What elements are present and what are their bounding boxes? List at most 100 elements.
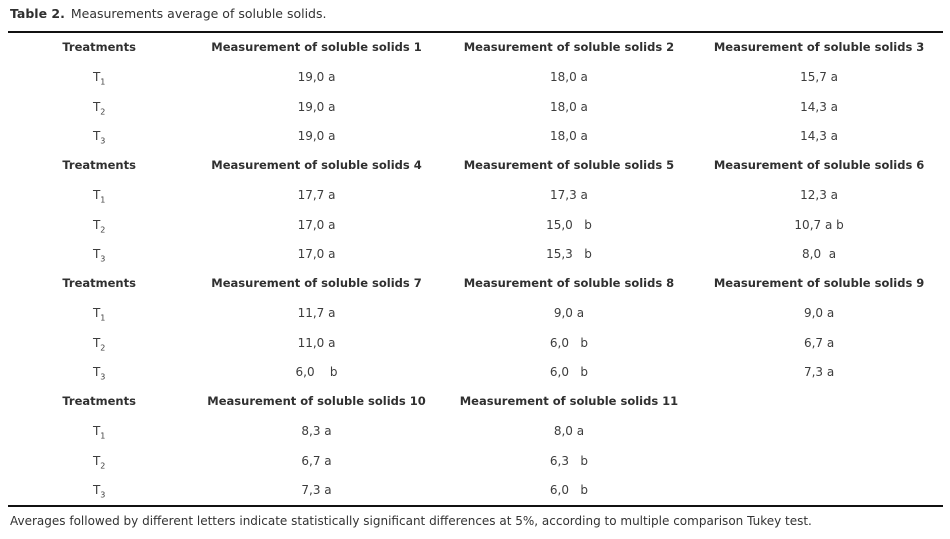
treatments-header: Treatments xyxy=(62,40,136,54)
treatment-subscript: 1 xyxy=(100,77,106,87)
treatment-label: T xyxy=(92,424,101,439)
block2-header-row: Treatments Measurement of soluble solids… xyxy=(8,151,943,181)
value-cell: 6,3 b xyxy=(549,453,589,468)
value-cell: 14,3 a xyxy=(800,99,839,114)
value-cell: 6,7 a xyxy=(803,335,835,350)
value-cell: 19,0 a xyxy=(297,70,336,85)
value-cell: 9,0 a xyxy=(803,306,835,321)
table-caption: Table 2. Measurements average of soluble … xyxy=(10,6,326,21)
table-caption-text: Measurements average of soluble solids. xyxy=(70,6,327,21)
treatment-cell: T1 xyxy=(8,417,190,447)
table-footnote: Averages followed by different letters i… xyxy=(10,514,812,528)
treatment-subscript: 2 xyxy=(100,107,106,117)
measurement-7-header: Measurement of soluble solids 7 xyxy=(211,276,422,290)
value-cell: 15,3 b xyxy=(546,247,592,262)
table-row: T3 7,3 a 6,0 b xyxy=(8,476,943,506)
value-cell: 6,0 b xyxy=(549,335,589,350)
treatment-label: T xyxy=(92,217,101,232)
measurements-table: Treatments Measurement of soluble solids… xyxy=(8,33,943,505)
value-cell: 17,7 a xyxy=(297,188,336,203)
measurement-6-header: Measurement of soluble solids 6 xyxy=(713,158,925,172)
value-cell: 12,3 a xyxy=(800,188,839,203)
table-row: T2 17,0 a 15,0 b 10,7 a b xyxy=(8,210,943,240)
treatment-subscript: 3 xyxy=(100,254,106,264)
empty-cell xyxy=(695,446,943,476)
treatment-label: T xyxy=(92,188,101,203)
treatment-cell: T1 xyxy=(8,299,190,329)
measurements-table-container: Treatments Measurement of soluble solids… xyxy=(8,31,943,507)
treatment-subscript: 1 xyxy=(100,313,106,323)
value-cell: 10,7 a b xyxy=(794,217,844,232)
treatment-label: T xyxy=(92,129,101,144)
treatment-cell: T3 xyxy=(8,476,190,506)
table-row: T3 19,0 a 18,0 a 14,3 a xyxy=(8,122,943,152)
value-cell: 17,0 a xyxy=(297,217,336,232)
treatment-label: T xyxy=(92,483,101,498)
treatment-label: T xyxy=(92,70,101,85)
treatment-cell: T2 xyxy=(8,446,190,476)
value-cell: 18,0 a xyxy=(550,70,588,85)
measurements-table-body: Treatments Measurement of soluble solids… xyxy=(8,33,943,505)
treatment-cell: T2 xyxy=(8,92,190,122)
value-cell: 6,0 b xyxy=(549,483,589,498)
value-cell: 8,0 a xyxy=(553,424,585,439)
empty-cell xyxy=(695,417,943,447)
value-cell: 7,3 a xyxy=(803,365,835,380)
treatment-subscript: 3 xyxy=(100,490,106,500)
treatment-subscript: 2 xyxy=(100,343,106,353)
table-row: T3 17,0 a 15,3 b 8,0 a xyxy=(8,240,943,270)
treatments-header: Treatments xyxy=(62,158,136,172)
value-cell: 14,3 a xyxy=(800,129,839,144)
value-cell: 9,0 a xyxy=(553,306,585,321)
treatment-label: T xyxy=(92,335,101,350)
value-cell: 15,0 b xyxy=(546,217,592,232)
table-row: T1 19,0 a 18,0 a 15,7 a xyxy=(8,63,943,93)
measurement-5-header: Measurement of soluble solids 5 xyxy=(463,158,675,172)
treatment-subscript: 2 xyxy=(100,461,106,471)
treatment-cell: T3 xyxy=(8,122,190,152)
value-cell: 18,0 a xyxy=(550,99,588,114)
value-cell: 11,7 a xyxy=(297,306,336,321)
value-cell: 7,3 a xyxy=(301,483,332,498)
treatment-label: T xyxy=(92,453,101,468)
table-row: T1 11,7 a 9,0 a 9,0 a xyxy=(8,299,943,329)
table-row: T1 8,3 a 8,0 a xyxy=(8,417,943,447)
value-cell: 17,0 a xyxy=(297,247,336,262)
treatment-label: T xyxy=(92,99,101,114)
treatment-label: T xyxy=(92,306,101,321)
block1-header-row: Treatments Measurement of soluble solids… xyxy=(8,33,943,63)
measurement-9-header: Measurement of soluble solids 9 xyxy=(713,276,925,290)
value-cell: 6,7 a xyxy=(301,453,332,468)
value-cell: 8,0 a xyxy=(802,247,837,262)
treatment-cell: T2 xyxy=(8,210,190,240)
treatment-label: T xyxy=(92,247,101,262)
treatments-header: Treatments xyxy=(62,394,136,408)
table-row: T2 19,0 a 18,0 a 14,3 a xyxy=(8,92,943,122)
treatment-subscript: 3 xyxy=(100,136,106,146)
measurement-10-header: Measurement of soluble solids 10 xyxy=(207,394,426,408)
treatment-subscript: 1 xyxy=(100,195,106,205)
measurement-4-header: Measurement of soluble solids 4 xyxy=(211,158,422,172)
treatment-cell: T1 xyxy=(8,181,190,211)
treatment-cell: T3 xyxy=(8,358,190,388)
treatments-header: Treatments xyxy=(62,276,136,290)
treatment-cell: T1 xyxy=(8,63,190,93)
table-row: T3 6,0 b 6,0 b 7,3 a xyxy=(8,358,943,388)
treatment-cell: T3 xyxy=(8,240,190,270)
measurement-3-header: Measurement of soluble solids 3 xyxy=(713,40,925,54)
treatment-subscript: 2 xyxy=(100,225,106,235)
value-cell: 19,0 a xyxy=(297,129,336,144)
value-cell: 15,7 a xyxy=(800,70,839,85)
value-cell: 11,0 a xyxy=(297,335,336,350)
measurement-8-header: Measurement of soluble solids 8 xyxy=(463,276,675,290)
value-cell: 17,3 a xyxy=(550,188,588,203)
table-caption-label: Table 2. xyxy=(10,6,65,21)
treatment-subscript: 3 xyxy=(100,372,106,382)
block4-header-row: Treatments Measurement of soluble solids… xyxy=(8,387,943,417)
treatment-subscript: 1 xyxy=(100,431,106,441)
treatment-cell: T2 xyxy=(8,328,190,358)
value-cell: 6,0 b xyxy=(549,365,589,380)
value-cell: 18,0 a xyxy=(550,129,588,144)
empty-header xyxy=(695,387,943,417)
